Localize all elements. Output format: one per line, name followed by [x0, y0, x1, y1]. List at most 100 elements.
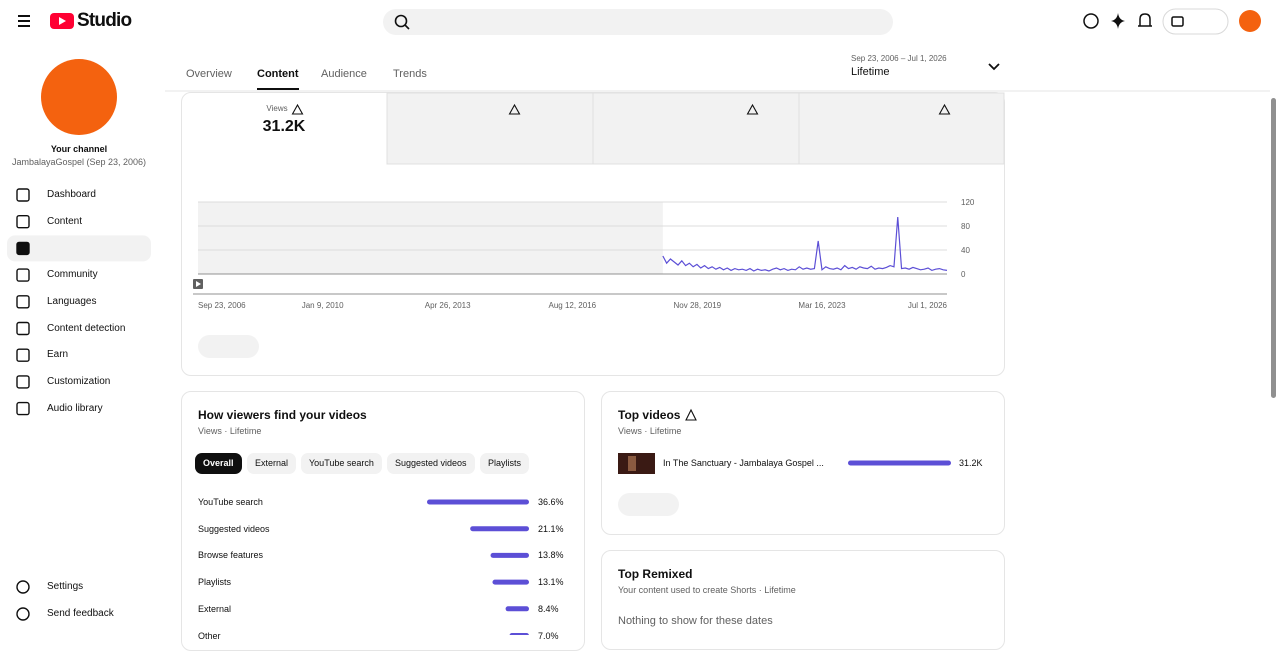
help-icon[interactable]: [1083, 13, 1099, 29]
bell-icon[interactable]: [1138, 13, 1152, 27]
nav-item[interactable]: Earn: [47, 349, 69, 361]
play-icon: [196, 281, 201, 287]
nav-item[interactable]: Languages: [47, 295, 97, 307]
source-label: Browse features: [198, 550, 264, 561]
tab[interactable]: Trends: [393, 68, 427, 80]
thumbnail-detail: [628, 456, 636, 471]
tab-underline: [257, 88, 299, 90]
source-label: Playlists: [198, 577, 232, 588]
bar: [492, 579, 529, 585]
source-label: External: [198, 603, 232, 614]
nav-item[interactable]: Content detection: [47, 322, 126, 334]
bar: [848, 460, 951, 466]
card-title: How viewers find your videos: [198, 408, 367, 422]
filter-chip[interactable]: External: [247, 453, 297, 474]
thumbnail[interactable]: [618, 453, 655, 474]
metric-tab-bg: [798, 92, 1005, 165]
nav-item[interactable]: Community: [47, 269, 98, 281]
create-icon: [1171, 16, 1184, 27]
scrollbar[interactable]: [1271, 98, 1276, 398]
value-label: 13.8%: [538, 550, 564, 561]
logo-play: [59, 17, 66, 25]
y-tick-label: 80: [961, 222, 970, 231]
page: StudioSearch across your channelCreateJO…: [7, 8, 1276, 651]
nav-active-bg: [7, 235, 151, 262]
value-label: 8.4%: [538, 603, 559, 614]
nav-item[interactable]: Audio library: [47, 402, 103, 414]
video-title[interactable]: In The Sanctuary - Jambalaya Gospel ...: [663, 458, 824, 468]
nav-icon: [16, 348, 30, 362]
x-tick-label: Mar 16, 2023: [798, 301, 846, 310]
search-icon: [394, 14, 408, 28]
date-range: Sep 23, 2006 – Jul 1, 2026: [851, 54, 947, 63]
see-more-button[interactable]: [618, 493, 679, 516]
nav-icon: [16, 188, 30, 202]
x-tick-label: Nov 28, 2019: [674, 301, 722, 310]
metric-label[interactable]: Views: [266, 104, 288, 113]
empty-message: Nothing to show for these dates: [618, 615, 773, 627]
bar: [490, 552, 529, 558]
x-tick-label: Apr 26, 2013: [425, 301, 471, 310]
bar: [470, 526, 529, 532]
y-tick-label: 0: [961, 270, 966, 279]
nav-item[interactable]: Customization: [47, 375, 111, 387]
bar: [505, 606, 529, 612]
warning-icon: [938, 103, 951, 115]
shaded-period: [198, 202, 663, 274]
nav-icon: [16, 401, 30, 416]
warning-icon: [685, 408, 697, 421]
nav-icon: [16, 214, 30, 229]
nav-item[interactable]: Send feedback: [47, 608, 114, 619]
nav-icon: [16, 241, 30, 256]
overlay: 0 40 80 120 Sep 23, 2006 Jan 9, 2010 Apr 26, 2…: [7, 8, 1276, 635]
channel-label: Your channel: [50, 144, 108, 154]
card-title: Top Remixed: [618, 567, 693, 581]
sparkle-icon[interactable]: [1111, 13, 1125, 29]
metric-value: 31.2K: [262, 118, 306, 135]
nav-icon: [16, 295, 30, 309]
filter-chip[interactable]: Suggested videos: [387, 453, 475, 474]
top-remixed-card: [601, 550, 1005, 650]
warning-icon: [746, 103, 759, 115]
date-period: Lifetime: [851, 66, 890, 78]
search-box[interactable]: [383, 9, 893, 35]
warning-icon: [508, 103, 521, 115]
menu-icon: [18, 15, 30, 27]
see-more-button[interactable]: [198, 335, 259, 358]
y-tick-label: 40: [961, 246, 970, 255]
tab[interactable]: Content: [257, 68, 299, 80]
card-subtitle: Views · Lifetime: [618, 426, 682, 436]
nav-icon: [16, 607, 30, 621]
create-button[interactable]: [1162, 8, 1229, 35]
y-tick-label: 120: [961, 198, 975, 207]
nav-item[interactable]: Settings: [47, 581, 84, 592]
card-title: Top videos: [618, 408, 681, 422]
filter-chip[interactable]: Playlists: [480, 453, 530, 474]
nav-icon: [16, 375, 30, 389]
search-icon: [404, 24, 410, 30]
tab[interactable]: Overview: [186, 68, 232, 80]
card-subtitle: Views · Lifetime: [198, 426, 262, 436]
x-tick-label: Jan 9, 2010: [302, 301, 344, 310]
source-label: YouTube search: [198, 497, 263, 507]
value-label: 13.1%: [538, 577, 564, 588]
bar: [427, 499, 529, 505]
filter-chip[interactable]: YouTube search: [301, 453, 382, 474]
x-tick-label: Jul 1, 2026: [908, 301, 948, 310]
chevron[interactable]: [988, 63, 1000, 71]
channel-name: JambalayaGospel (Sep 23, 2006): [11, 157, 147, 167]
source-label: Suggested videos: [198, 523, 270, 534]
nav-item[interactable]: Content: [47, 215, 83, 227]
filter-chip[interactable]: Overall: [195, 453, 242, 474]
logo-text: Studio: [77, 10, 132, 31]
x-tick-label: Aug 12, 2016: [549, 301, 597, 310]
account-avatar[interactable]: [1239, 10, 1261, 32]
tab[interactable]: Audience: [321, 68, 367, 80]
value-label: 31.2K: [959, 458, 983, 468]
line-series: [662, 216, 948, 272]
metric-tab-bg: [386, 92, 594, 165]
nav-icon: [16, 268, 30, 282]
nav-item[interactable]: Dashboard: [47, 189, 96, 200]
value-label: 36.6%: [538, 497, 564, 507]
card-subtitle: Your content used to create Shorts · Lif…: [618, 585, 796, 595]
